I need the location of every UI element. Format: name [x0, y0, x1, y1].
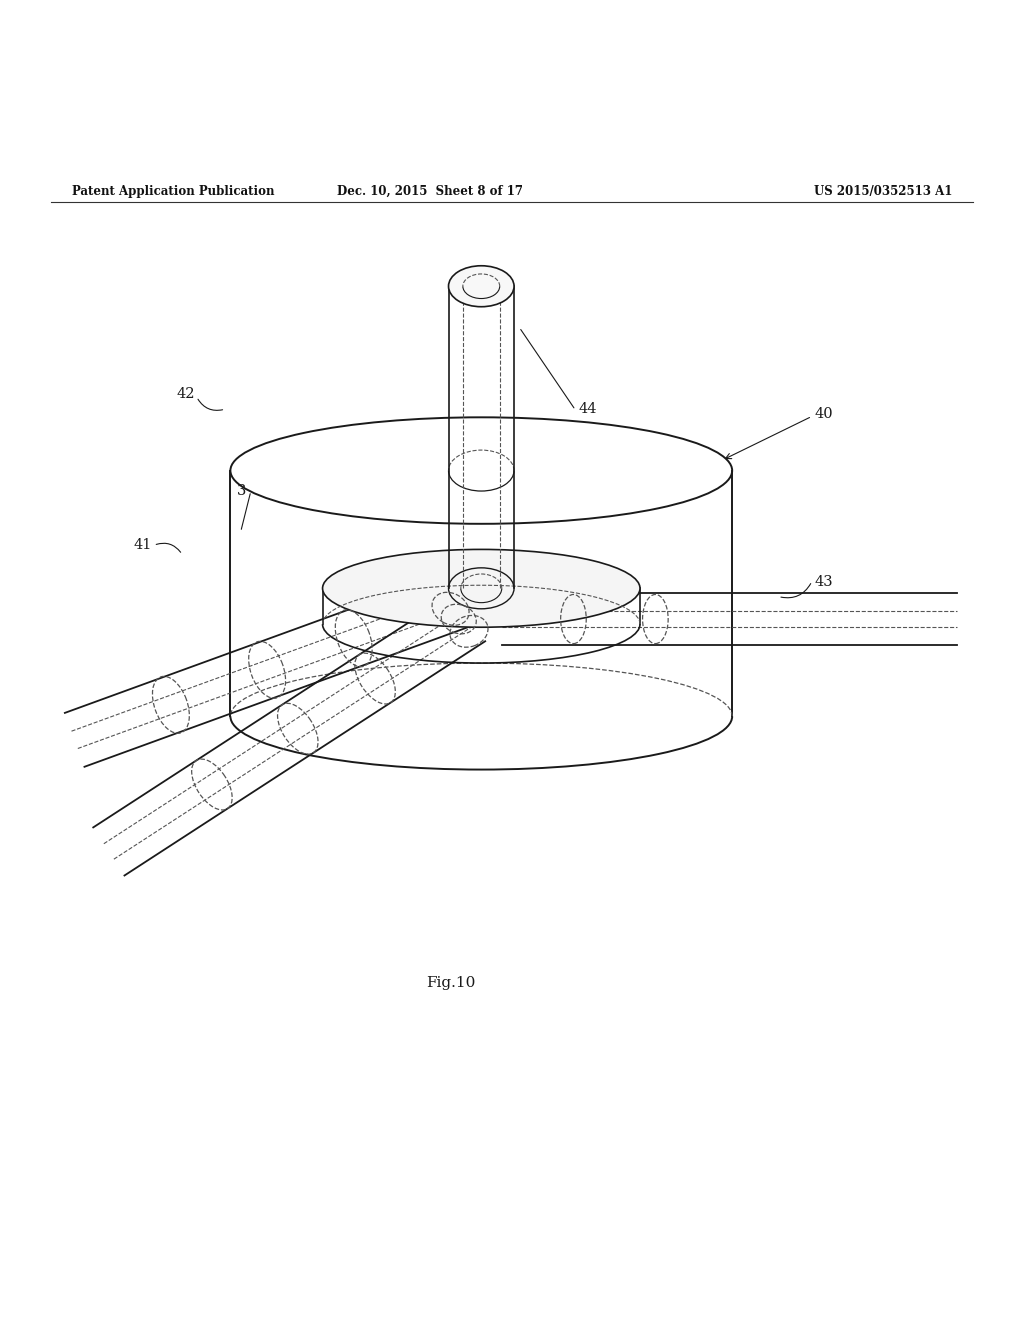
Text: US 2015/0352513 A1: US 2015/0352513 A1 [814, 185, 952, 198]
Text: 44: 44 [579, 403, 597, 416]
Text: 41: 41 [133, 539, 152, 552]
Text: Patent Application Publication: Patent Application Publication [72, 185, 274, 198]
Ellipse shape [449, 265, 514, 306]
Text: 40: 40 [814, 408, 833, 421]
Text: 3: 3 [237, 484, 246, 498]
Text: 42: 42 [176, 387, 195, 401]
Text: Dec. 10, 2015  Sheet 8 of 17: Dec. 10, 2015 Sheet 8 of 17 [337, 185, 523, 198]
Ellipse shape [323, 549, 640, 627]
Text: Fig.10: Fig.10 [426, 975, 475, 990]
Text: 43: 43 [814, 576, 833, 589]
